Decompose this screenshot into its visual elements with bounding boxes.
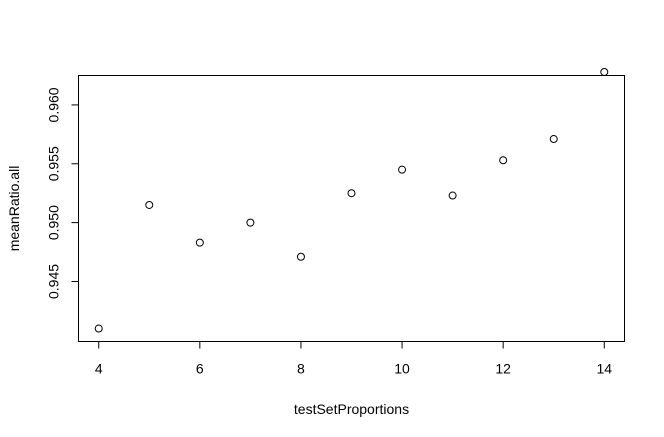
- y-axis-title: meanRatio.all: [6, 166, 22, 252]
- data-point: [94, 324, 103, 333]
- data-point: [398, 165, 407, 174]
- x-tick-label: 8: [297, 361, 305, 377]
- x-tick-label: 4: [95, 361, 103, 377]
- data-point: [549, 135, 558, 144]
- data-points: [94, 67, 609, 333]
- data-point: [246, 218, 255, 227]
- y-tick-label: 0.960: [46, 87, 62, 122]
- data-point: [499, 156, 508, 165]
- plot-frame: [78, 75, 625, 342]
- y-axis: 0.945 0.950 0.955 0.960: [46, 87, 79, 299]
- data-point: [296, 252, 305, 261]
- data-point: [600, 67, 609, 76]
- data-point: [448, 191, 457, 200]
- x-axis: 4 6 8 10 12 14: [95, 341, 612, 377]
- data-point: [195, 238, 204, 247]
- x-tick-label: 10: [394, 361, 410, 377]
- y-tick-label: 0.945: [46, 264, 62, 299]
- x-tick-label: 14: [596, 361, 612, 377]
- x-tick-label: 6: [196, 361, 204, 377]
- data-point: [347, 189, 356, 198]
- y-tick-label: 0.950: [46, 205, 62, 240]
- y-tick-label: 0.955: [46, 146, 62, 181]
- data-point: [145, 200, 154, 209]
- x-tick-label: 12: [495, 361, 511, 377]
- x-axis-title: testSetProportions: [294, 401, 409, 417]
